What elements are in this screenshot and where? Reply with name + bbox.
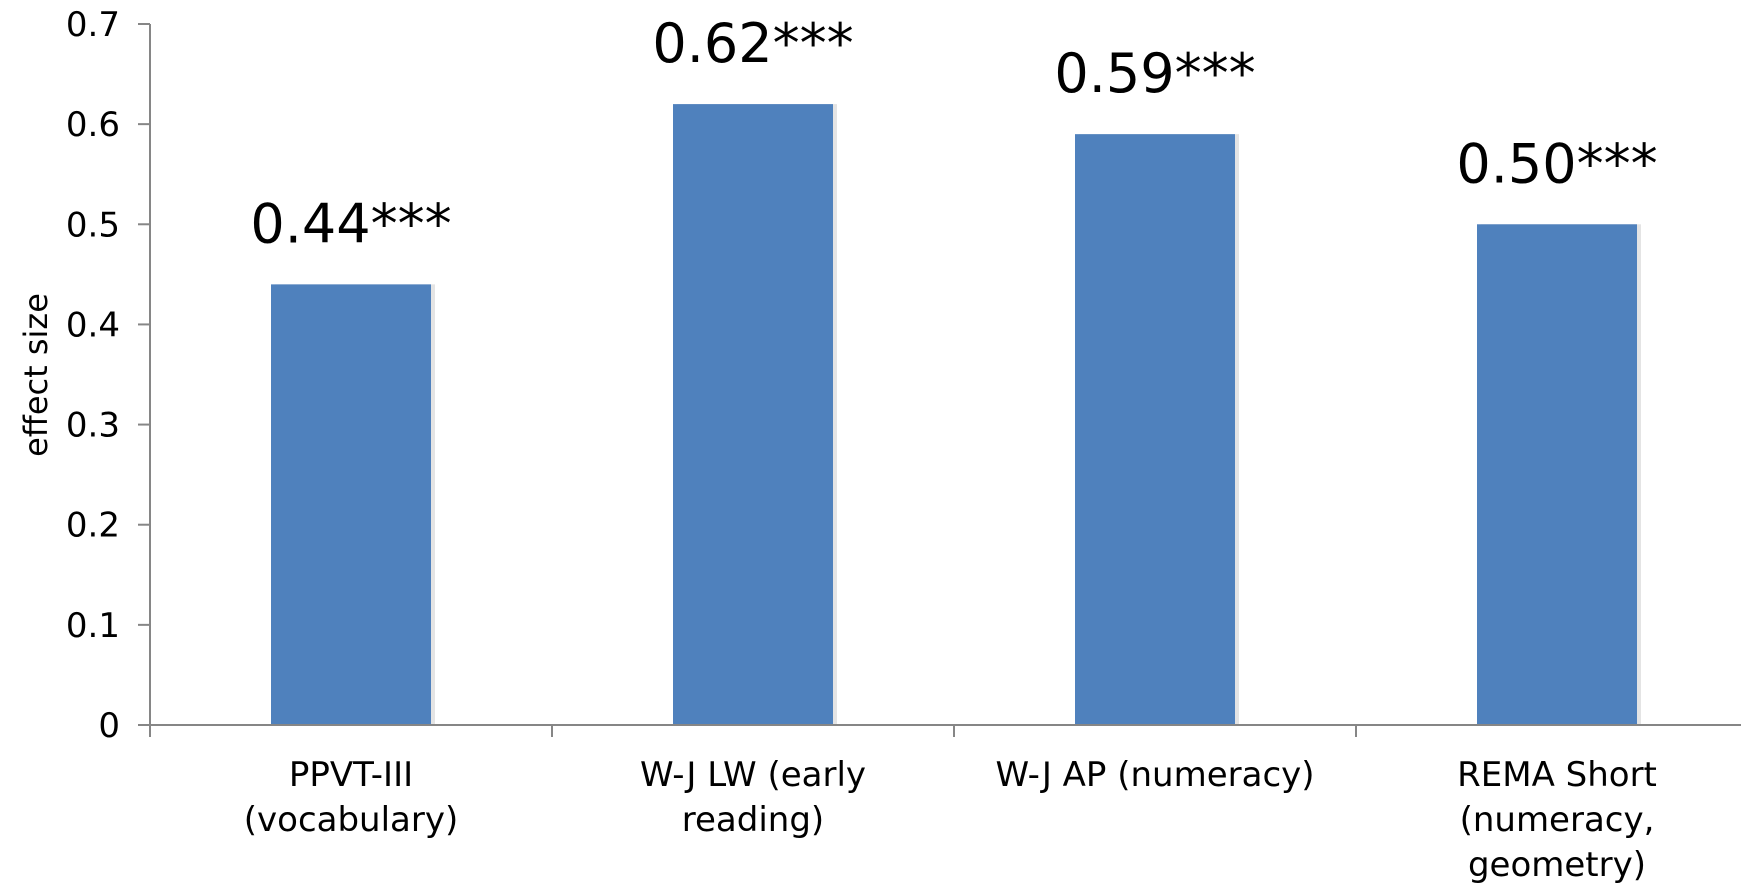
x-category-label-line: PPVT-III	[289, 755, 413, 795]
bar-data-label: 0.50***	[1456, 132, 1657, 195]
x-category-label-line: W-J AP (numeracy)	[995, 755, 1314, 795]
x-category-label: W-J AP (numeracy)	[995, 755, 1314, 795]
bar	[1477, 224, 1637, 726]
y-axis-label: effect size	[17, 293, 55, 457]
y-tick-label: 0.6	[66, 105, 120, 145]
y-tick-label: 0.7	[66, 5, 120, 45]
y-tick-label: 0.1	[66, 606, 120, 646]
x-category-label-line: REMA Short	[1457, 755, 1657, 795]
y-tick-label: 0	[98, 706, 120, 746]
bar-data-label: 0.44***	[250, 192, 451, 255]
y-tick-label: 0.3	[66, 406, 120, 446]
axes-layer	[138, 23, 1741, 737]
labels-layer: 0 0.1 0.2 0.3 0.4 0.5 0.6 0.7 0.44*** PPVT-III (vo…	[66, 5, 1658, 885]
bar	[271, 284, 431, 725]
bars-layer	[271, 104, 1641, 726]
x-category-label-line: reading)	[682, 800, 824, 840]
x-category-label-line: (numeracy,	[1460, 800, 1655, 840]
bar-data-label: 0.62***	[652, 12, 853, 75]
x-category-label: PPVT-III (vocabulary)	[244, 755, 459, 840]
bar	[1075, 134, 1235, 725]
bar	[673, 104, 833, 726]
x-category-label-line: geometry)	[1468, 845, 1646, 885]
x-category-label: W-J LW (early reading)	[640, 755, 866, 840]
y-tick-label: 0.2	[66, 506, 120, 546]
x-category-label-line: W-J LW (early	[640, 755, 866, 795]
x-category-label: REMA Short (numeracy, geometry)	[1457, 755, 1657, 885]
y-tick-label: 0.4	[66, 305, 120, 345]
bar-data-label: 0.59***	[1054, 42, 1255, 105]
y-tick-label: 0.5	[66, 205, 120, 245]
x-category-label-line: (vocabulary)	[244, 800, 459, 840]
